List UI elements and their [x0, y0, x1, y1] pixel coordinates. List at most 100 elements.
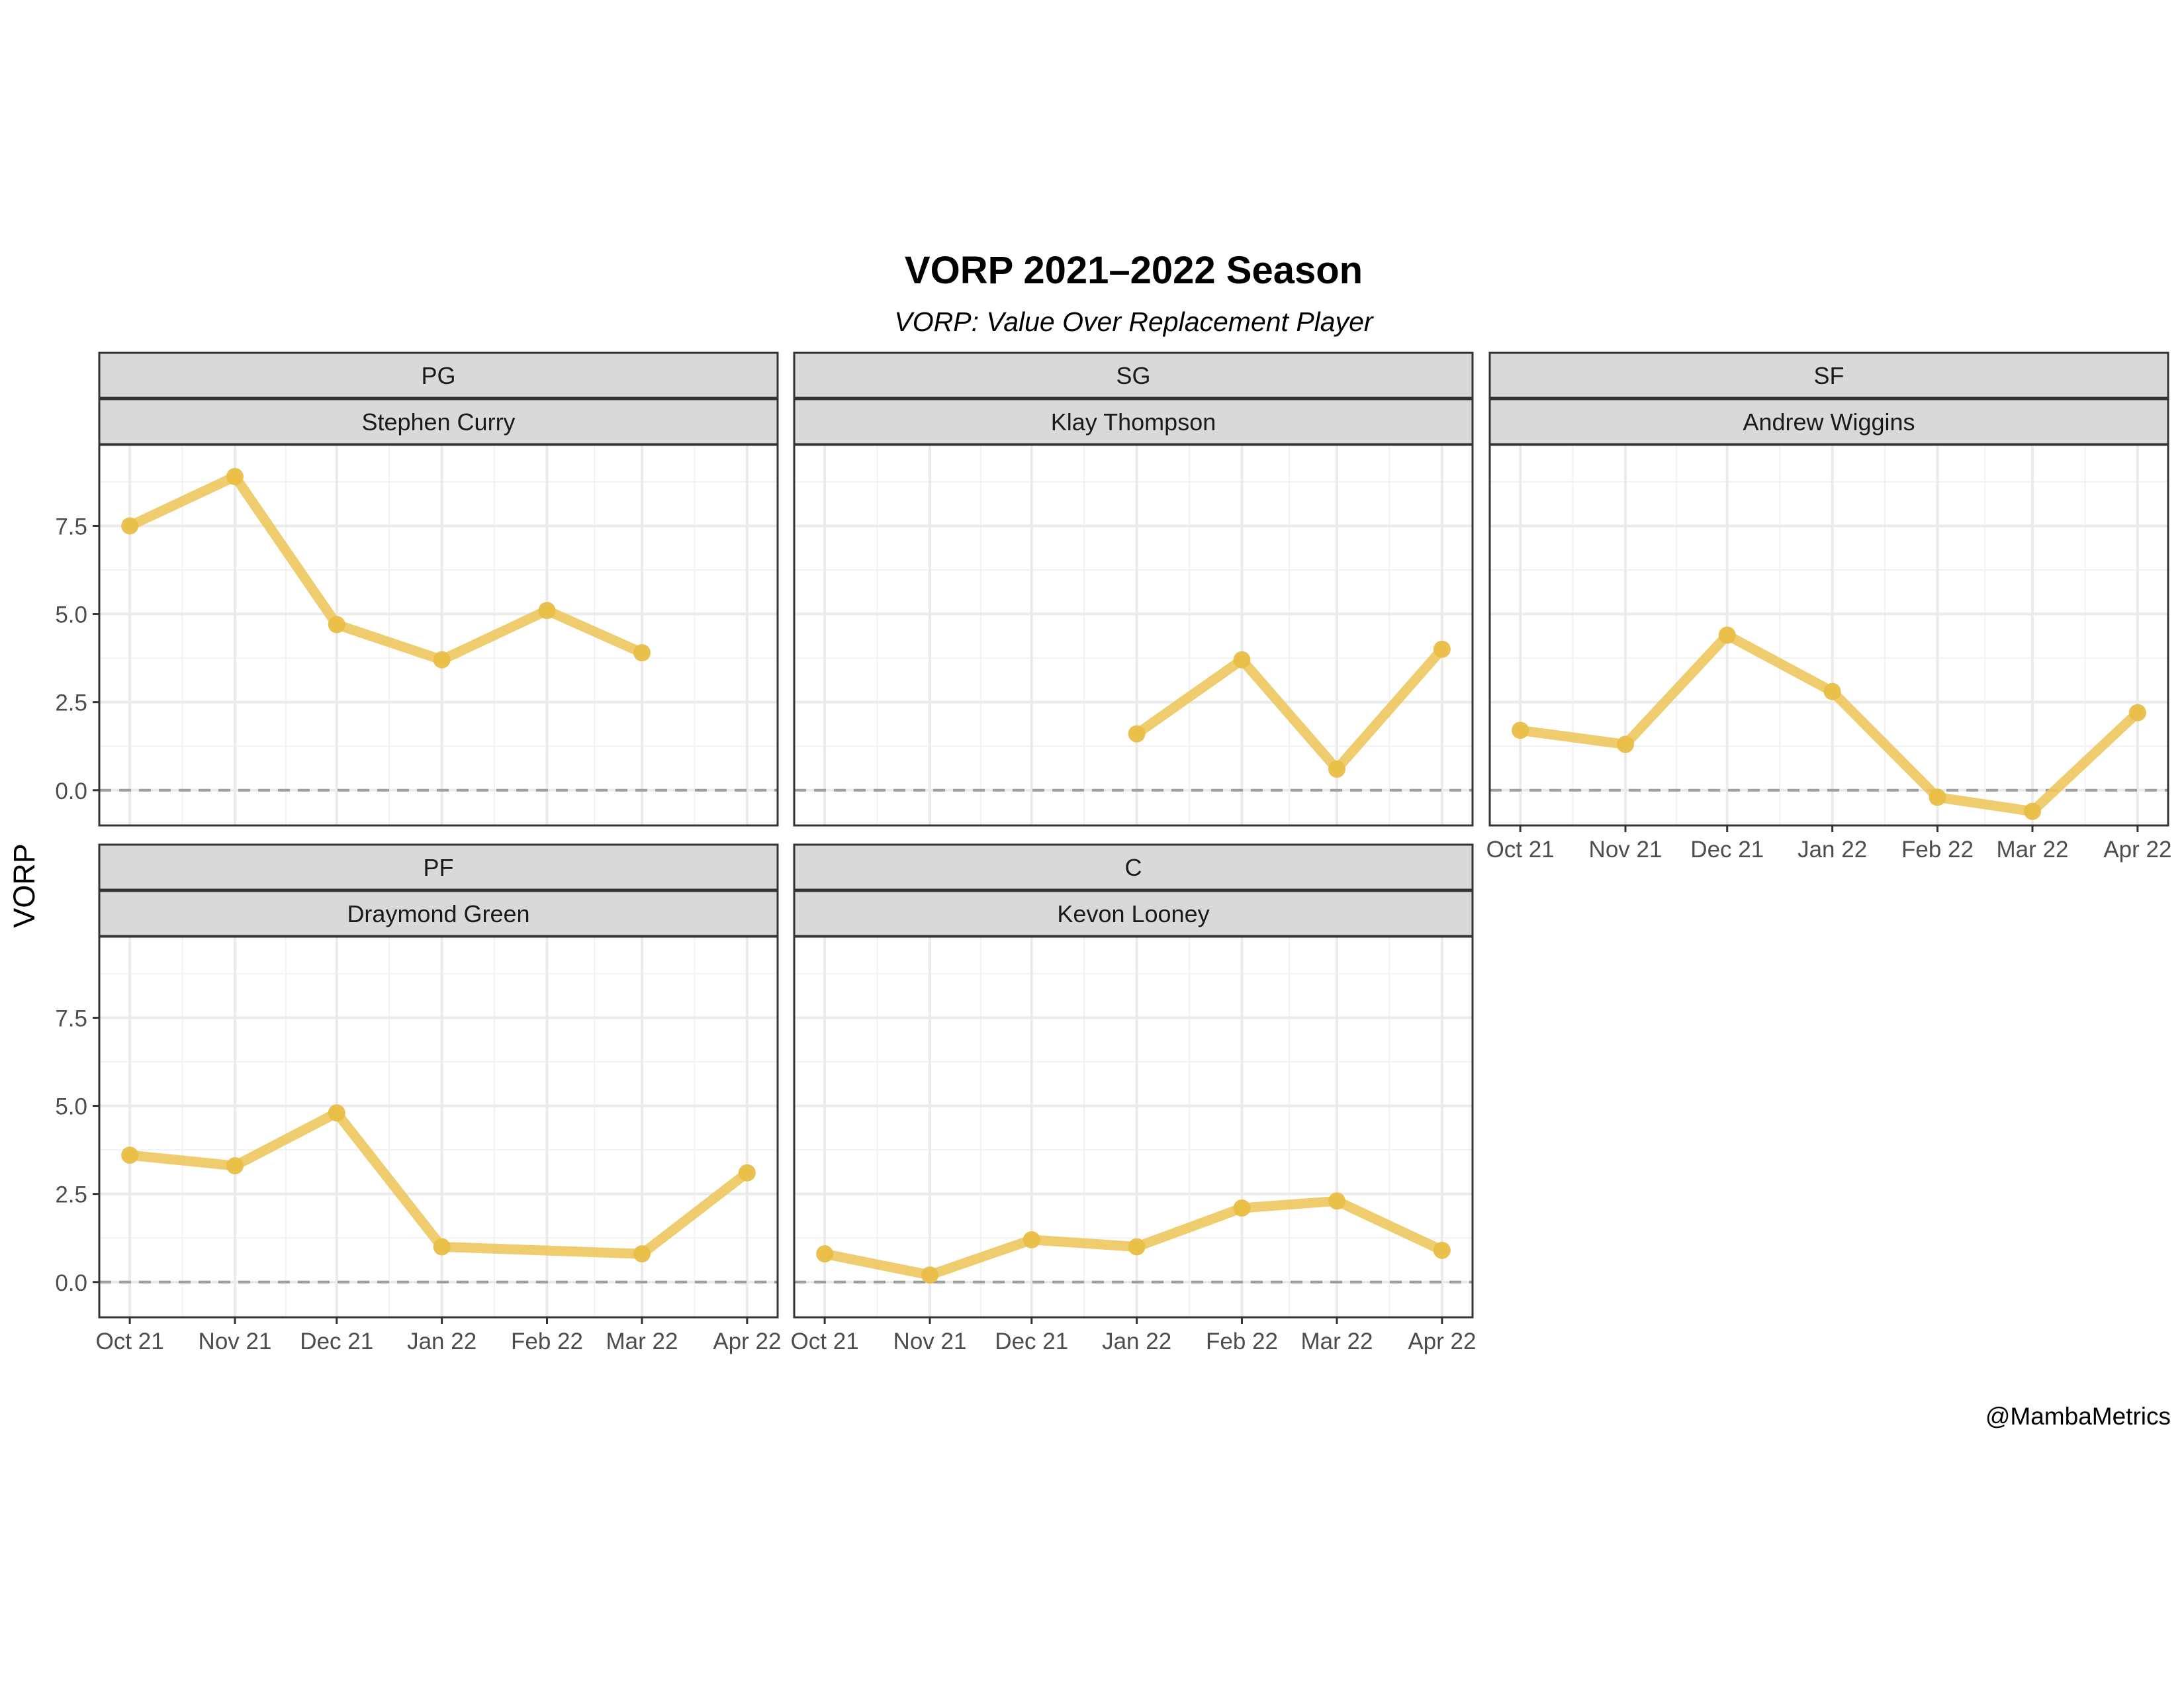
strip-player — [98, 398, 779, 445]
strip-position-label: PF — [423, 854, 453, 881]
panel-background — [1490, 445, 2168, 825]
data-point — [1328, 760, 1345, 778]
x-tick-label: Oct 21 — [96, 1329, 164, 1354]
strip-position-label: SF — [1813, 362, 1844, 389]
data-point — [1128, 1238, 1146, 1256]
panels-layer: PG Stephen Curry 0.0 2.5 5.0 7.5 SG Klay Thomps… — [55, 352, 2171, 1354]
panel-border — [1488, 444, 2169, 827]
y-tick-label: 7.5 — [55, 514, 87, 539]
panel-border — [793, 444, 1474, 827]
strip-position — [98, 843, 779, 891]
chart-subtitle: VORP: Value Over Replacement Player — [894, 306, 1374, 337]
strip-player-label: Stephen Curry — [361, 408, 515, 436]
chart-caption: @MambaMetrics — [1985, 1403, 2171, 1430]
x-tick-label: Jan 22 — [407, 1329, 477, 1354]
x-tick-label: Dec 21 — [995, 1329, 1068, 1354]
facet-panel-sg: SG Klay Thompson — [793, 352, 1474, 827]
x-tick-label: Feb 22 — [1901, 837, 1974, 863]
strip-player-label: Klay Thompson — [1051, 408, 1216, 436]
panel-background — [794, 445, 1473, 825]
data-point — [633, 1245, 651, 1263]
data-point — [1128, 725, 1146, 743]
panel-border — [98, 444, 779, 827]
series-line-sg — [1132, 644, 1447, 774]
x-tick-label: Mar 22 — [606, 1329, 678, 1354]
facet-panel-sf: SF Andrew Wiggins Oct 21 Nov 21 Dec 21 Jan 22… — [1486, 352, 2171, 863]
y-axis-label: VORP — [7, 843, 41, 928]
series-line-pg — [124, 471, 647, 665]
strip-player-label: Andrew Wiggins — [1743, 408, 1915, 436]
strip-player — [1488, 398, 2169, 445]
strip-player-label: Kevon Looney — [1057, 900, 1209, 927]
data-point — [433, 1238, 451, 1256]
y-tick-label: 7.5 — [55, 1006, 87, 1031]
panel-background — [99, 445, 778, 825]
y-tick-label: 5.0 — [55, 1094, 87, 1120]
strip-player — [98, 890, 779, 937]
strip-position-label: SG — [1116, 362, 1150, 389]
data-point — [1617, 735, 1634, 753]
data-point — [1512, 722, 1529, 739]
strip-position — [793, 352, 1474, 399]
data-point — [328, 1104, 345, 1122]
facet-panel-pg: PG Stephen Curry 0.0 2.5 5.0 7.5 — [55, 352, 779, 827]
y-tick-label: 0.0 — [55, 778, 87, 804]
data-point — [433, 651, 451, 669]
x-tick-label: Jan 22 — [1797, 837, 1867, 863]
data-point — [2024, 802, 2041, 820]
x-tick-label: Nov 21 — [1589, 837, 1662, 863]
data-point — [816, 1245, 834, 1263]
x-tick-label: Mar 22 — [1997, 837, 2069, 863]
data-point — [121, 517, 139, 535]
data-point — [1233, 651, 1251, 669]
x-tick-label: Nov 21 — [199, 1329, 272, 1354]
x-tick-label: Apr 22 — [713, 1329, 781, 1354]
panel-border — [98, 935, 779, 1319]
data-point — [538, 602, 556, 620]
strip-position — [98, 352, 779, 399]
data-point — [1328, 1192, 1345, 1210]
data-point — [1823, 682, 1841, 700]
strip-position-label: PG — [421, 362, 455, 389]
x-tick-label: Mar 22 — [1301, 1329, 1373, 1354]
panel-border — [793, 935, 1474, 1319]
data-point — [1929, 788, 1946, 806]
facet-panel-pf: PF Draymond Green 0.0 2.5 5.0 7.5 Oct 21 Nov 21… — [55, 843, 781, 1354]
x-tick-label: Dec 21 — [300, 1329, 373, 1354]
y-tick-label: 2.5 — [55, 1182, 87, 1208]
data-point — [1433, 640, 1451, 658]
strip-player — [793, 890, 1474, 937]
data-point — [2128, 704, 2146, 722]
x-tick-label: Dec 21 — [1690, 837, 1764, 863]
strip-player-label: Draymond Green — [347, 900, 529, 927]
x-tick-label: Oct 21 — [1486, 837, 1555, 863]
data-point — [921, 1266, 938, 1284]
x-tick-label: Oct 21 — [791, 1329, 859, 1354]
data-point — [1433, 1241, 1451, 1259]
data-point — [1718, 626, 1736, 644]
data-point — [226, 467, 244, 485]
x-tick-label: Feb 22 — [511, 1329, 583, 1354]
x-tick-label: Apr 22 — [2103, 837, 2171, 863]
x-tick-label: Jan 22 — [1102, 1329, 1171, 1354]
panel-background — [794, 937, 1473, 1317]
facet-panel-c: C Kevon Looney Oct 21 Nov 21 Dec 21 Jan 22 Feb… — [791, 843, 1476, 1354]
data-point — [1023, 1231, 1040, 1248]
y-tick-label: 5.0 — [55, 602, 87, 628]
y-tick-label: 2.5 — [55, 690, 87, 716]
strip-position — [793, 843, 1474, 891]
data-point — [633, 644, 651, 662]
data-point — [226, 1157, 244, 1175]
strip-position-label: C — [1125, 854, 1142, 881]
strip-position — [1488, 352, 2169, 399]
x-tick-label: Feb 22 — [1206, 1329, 1278, 1354]
data-point — [738, 1164, 756, 1182]
panel-background — [99, 937, 778, 1317]
x-tick-label: Apr 22 — [1408, 1329, 1476, 1354]
data-point — [121, 1147, 139, 1164]
chart-title: VORP 2021–2022 Season — [905, 249, 1363, 292]
x-tick-label: Nov 21 — [893, 1329, 967, 1354]
data-point — [1233, 1199, 1251, 1217]
data-point — [328, 616, 345, 633]
